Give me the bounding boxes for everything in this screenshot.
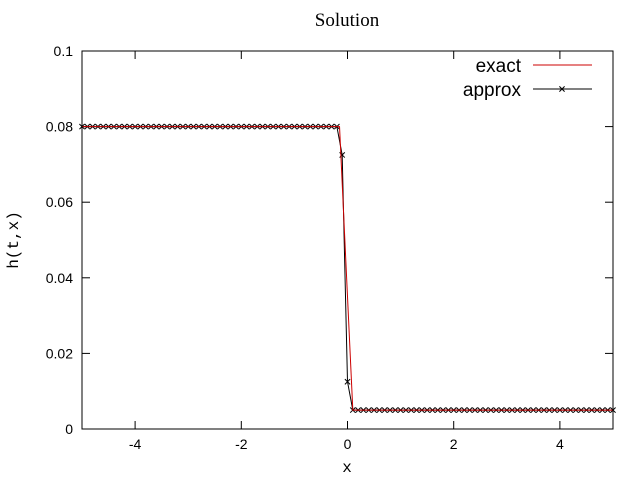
x-tick-label: 4 [556, 436, 564, 452]
legend-label-approx: approx [463, 80, 522, 101]
legend: exact approx [463, 56, 592, 101]
y-axis: 0 0.02 0.04 0.06 0.08 0.1 [46, 43, 613, 437]
plot-series [79, 123, 616, 414]
x-tick-label: -2 [235, 436, 248, 452]
legend-label-exact: exact [476, 56, 522, 77]
y-tick-label: 0.1 [54, 43, 74, 59]
x-axis: -4 -2 0 2 4 [129, 51, 564, 452]
x-tick-label: -4 [129, 436, 142, 452]
y-tick-label: 0.02 [46, 345, 73, 361]
y-tick-label: 0 [65, 421, 73, 437]
legend-marker-approx [559, 86, 565, 92]
y-tick-label: 0.04 [46, 270, 73, 286]
series-exact-line [82, 126, 613, 411]
x-axis-label: x [342, 459, 352, 477]
series-approx-line [82, 126, 613, 411]
chart-title: Solution [315, 10, 380, 31]
plot-frame [81, 50, 614, 430]
x-tick-label: 0 [344, 436, 352, 452]
y-axis-label: h(t,x) [5, 211, 23, 269]
y-tick-label: 0.06 [46, 194, 73, 210]
x-tick-label: 2 [450, 436, 458, 452]
y-tick-label: 0.08 [46, 119, 73, 135]
approx-point [344, 378, 351, 385]
